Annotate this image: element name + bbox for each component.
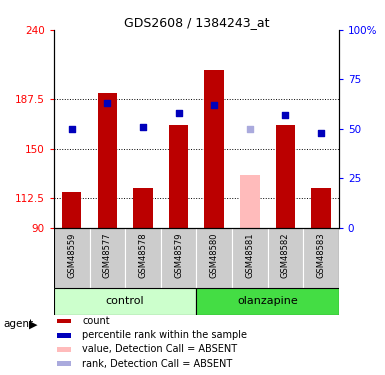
Bar <box>268 228 303 288</box>
Bar <box>161 228 196 288</box>
Bar <box>97 93 117 228</box>
Bar <box>232 228 268 288</box>
Point <box>104 100 110 106</box>
Bar <box>169 125 188 228</box>
Bar <box>54 288 196 315</box>
Point <box>247 126 253 132</box>
Bar <box>133 188 153 228</box>
Title: GDS2608 / 1384243_at: GDS2608 / 1384243_at <box>124 16 269 29</box>
Text: percentile rank within the sample: percentile rank within the sample <box>82 330 248 340</box>
Bar <box>57 347 71 352</box>
Text: GSM48581: GSM48581 <box>245 232 254 278</box>
Text: count: count <box>82 316 110 326</box>
Bar <box>54 228 90 288</box>
Point <box>282 112 288 118</box>
Bar <box>196 228 232 288</box>
Point <box>140 124 146 130</box>
Text: GSM48580: GSM48580 <box>210 232 219 278</box>
Text: ▶: ▶ <box>29 320 37 329</box>
Point <box>69 126 75 132</box>
Text: GSM48579: GSM48579 <box>174 232 183 278</box>
Text: value, Detection Call = ABSENT: value, Detection Call = ABSENT <box>82 345 238 354</box>
Bar <box>57 318 71 323</box>
Bar <box>276 125 295 228</box>
Point <box>211 102 217 108</box>
Bar <box>57 362 71 366</box>
Bar <box>204 69 224 228</box>
Bar <box>303 228 339 288</box>
Bar <box>196 288 339 315</box>
Text: GSM48578: GSM48578 <box>139 232 147 278</box>
Bar <box>62 192 82 228</box>
Bar <box>125 228 161 288</box>
Point <box>176 110 182 116</box>
Point <box>318 130 324 136</box>
Text: olanzapine: olanzapine <box>237 296 298 306</box>
Text: rank, Detection Call = ABSENT: rank, Detection Call = ABSENT <box>82 359 233 369</box>
Bar <box>240 175 259 228</box>
Text: GSM48577: GSM48577 <box>103 232 112 278</box>
Text: agent: agent <box>4 320 34 329</box>
Bar <box>90 228 125 288</box>
Text: control: control <box>106 296 144 306</box>
Text: GSM48559: GSM48559 <box>67 232 76 278</box>
Text: GSM48582: GSM48582 <box>281 232 290 278</box>
Bar <box>311 188 331 228</box>
Bar <box>57 333 71 338</box>
Text: GSM48583: GSM48583 <box>316 232 325 278</box>
